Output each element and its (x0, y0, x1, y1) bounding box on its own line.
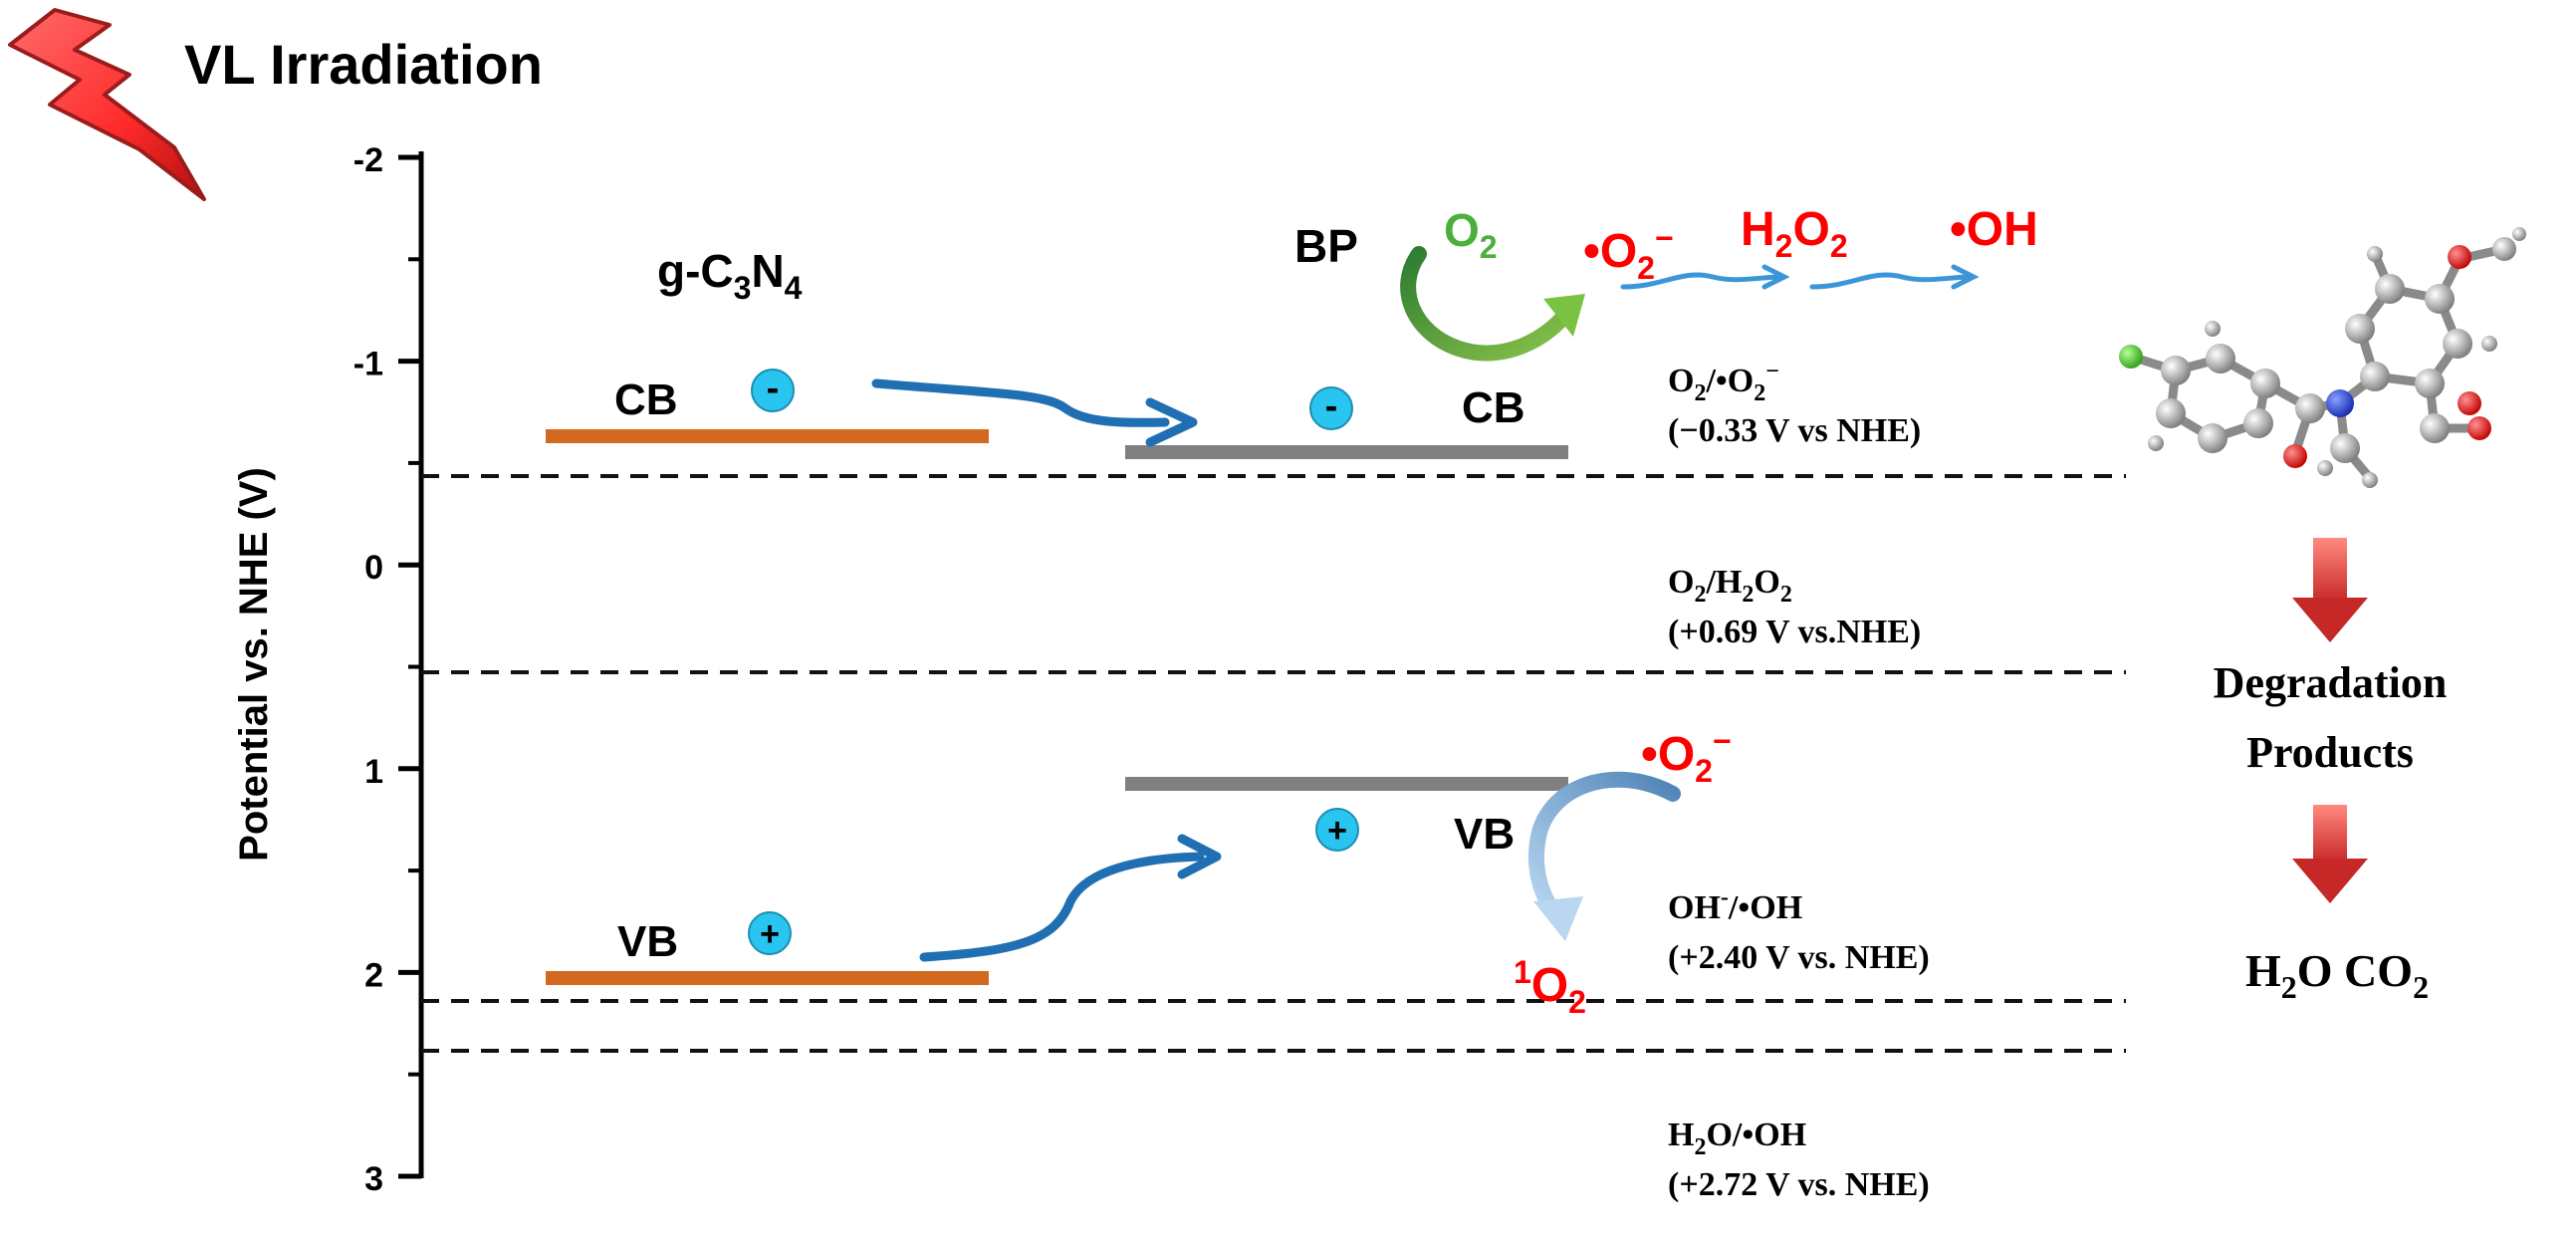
figure-title: VL Irradiation (184, 33, 543, 96)
products-line1: Degradation (2214, 658, 2448, 707)
y-tick-label: 1 (364, 753, 383, 791)
down-arrow-1 (2292, 538, 2368, 642)
svg-text:(+2.72 V vs. NHE): (+2.72 V vs. NHE) (1668, 1166, 1930, 1203)
svg-text:H2O/•OH: H2O/•OH (1668, 1117, 1806, 1160)
y-tick-label: -1 (353, 346, 383, 383)
lightning-bolt-icon (8, 8, 206, 201)
superoxide-bottom-label: •O2− (1641, 723, 1732, 789)
gcn-vb-label: VB (617, 917, 678, 966)
y-axis: -2 -1 0 1 2 3 (353, 141, 424, 1198)
svg-text:-: - (1325, 385, 1338, 427)
arrow-superoxide-to-h2o2 (1620, 264, 1790, 290)
svg-text:O2/•O2−: O2/•O2− (1668, 359, 1779, 406)
h2o2-label: H2O2 (1741, 203, 1848, 264)
bp-label: BP (1294, 220, 1358, 272)
potential-superoxide: O2/•O2− (−0.33 V vs NHE) (1668, 359, 1921, 449)
products-line2: Products (2246, 728, 2414, 777)
gcn-cb-label: CB (614, 375, 678, 424)
svg-text:+: + (1327, 812, 1347, 850)
arrow-h2o2-to-oh (1809, 264, 1980, 290)
electron-transfer-arrow (871, 378, 1198, 447)
potential-h2o2: O2/H2O2 (+0.69 V vs.NHE) (1668, 564, 1921, 650)
y-tick-label: 3 (364, 1160, 383, 1198)
hole-bp: + (1315, 808, 1359, 852)
svg-text:O2/H2O2: O2/H2O2 (1668, 564, 1792, 608)
y-tick-label: 2 (364, 956, 383, 994)
final-products: H2O CO2 (2245, 945, 2429, 1005)
reference-lines (421, 474, 2126, 1053)
svg-text:-: - (767, 368, 780, 409)
svg-text:(+0.69 V vs.NHE): (+0.69 V vs.NHE) (1668, 614, 1921, 650)
superoxide-top-label: •O2− (1583, 220, 1674, 286)
y-tick-label: -2 (353, 141, 383, 179)
bp-cb-label: CB (1462, 383, 1525, 432)
y-axis-label: Potential vs. NHE (V) (232, 467, 276, 862)
hole-gcn: + (748, 911, 792, 955)
down-arrow-2 (2292, 805, 2368, 903)
bp-vb-label: VB (1454, 810, 1515, 859)
electron-gcn: - (751, 368, 795, 412)
electron-bp: - (1309, 385, 1353, 430)
svg-text:OH-/•OH: OH-/•OH (1668, 884, 1802, 926)
oh-radical-label: •OH (1950, 203, 2038, 256)
svg-text:(+2.40 V vs. NHE): (+2.40 V vs. NHE) (1668, 939, 1930, 976)
svg-text:+: + (760, 915, 780, 953)
gcn-label: g-C3N4 (657, 245, 803, 306)
pollutant-molecule-icon (2119, 227, 2526, 488)
svg-text:(−0.33 V vs NHE): (−0.33 V vs NHE) (1668, 412, 1921, 449)
o2-reduction-arrow (1400, 246, 1585, 362)
potential-oh: OH-/•OH (+2.40 V vs. NHE) (1668, 884, 1930, 976)
y-tick-label: 0 (364, 549, 383, 587)
singlet-oxygen-label: 1O2 (1514, 954, 1586, 1020)
o2-label: O2 (1444, 204, 1498, 265)
singlet-oxygen-arrow (1527, 771, 1681, 941)
hole-transfer-arrow (919, 834, 1222, 962)
potential-h2o: H2O/•OH (+2.72 V vs. NHE) (1668, 1117, 1930, 1203)
